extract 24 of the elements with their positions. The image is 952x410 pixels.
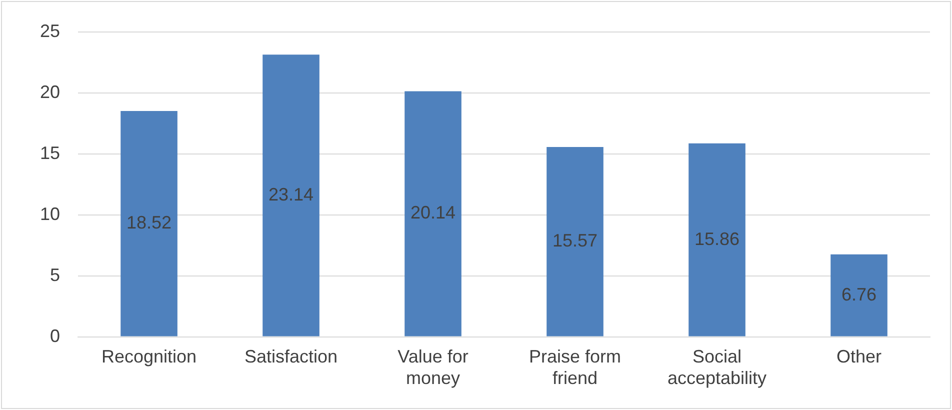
data-label: 18.52 xyxy=(126,212,172,233)
bar xyxy=(546,146,604,336)
x-tick-label: Praise form friend xyxy=(528,346,622,388)
y-tick-label: 25 xyxy=(40,20,60,41)
bar xyxy=(830,254,888,336)
y-tick-label: 0 xyxy=(50,326,60,346)
y-tick-label: 5 xyxy=(50,264,60,285)
x-tick-label: Value for money xyxy=(398,346,468,388)
data-label: 15.57 xyxy=(552,230,598,251)
bar xyxy=(120,111,178,336)
bar xyxy=(262,54,320,336)
data-label: 6.76 xyxy=(841,284,877,304)
bar xyxy=(688,143,746,336)
data-label: 23.14 xyxy=(268,184,314,204)
y-tick-label: 20 xyxy=(40,82,60,102)
x-tick-label: Social acceptability xyxy=(667,346,767,388)
data-label: 20.14 xyxy=(410,202,456,223)
data-label: 15.86 xyxy=(694,228,740,249)
bar xyxy=(404,91,462,336)
y-tick-label: 15 xyxy=(40,142,60,163)
x-tick-label: Satisfaction xyxy=(244,346,338,367)
x-tick-label: Recognition xyxy=(101,346,197,367)
y-tick-label: 10 xyxy=(40,204,60,224)
x-tick-label: Other xyxy=(836,346,882,367)
